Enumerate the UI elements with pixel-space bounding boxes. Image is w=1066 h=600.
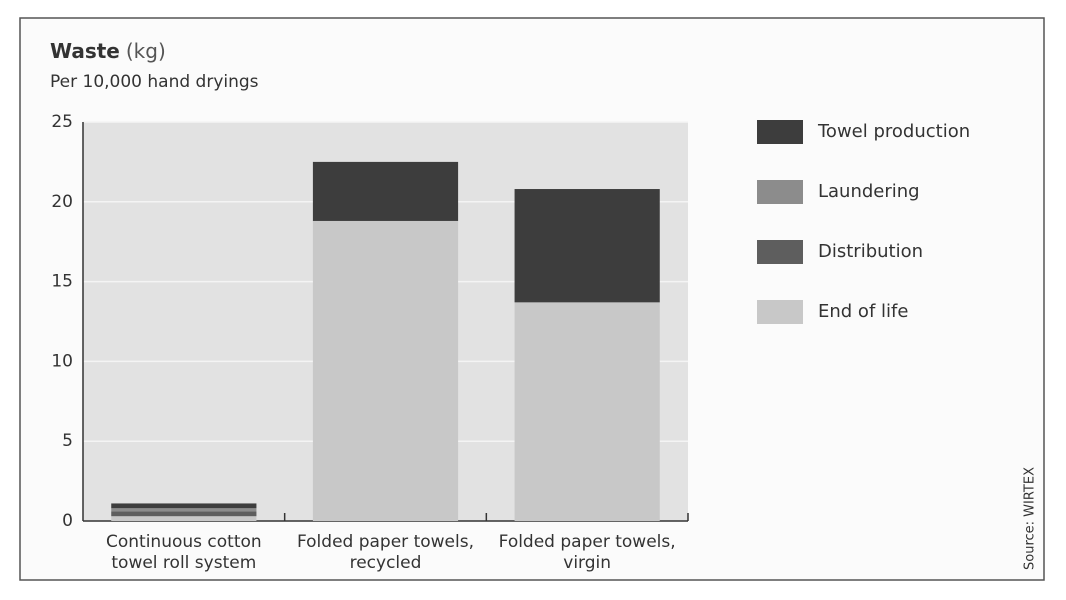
y-tick-label: 5 xyxy=(62,431,73,451)
title-main: Waste xyxy=(50,39,120,63)
bar-segment xyxy=(111,508,257,512)
source: Source: WIRTEX xyxy=(1023,467,1038,570)
legend-swatch xyxy=(757,300,803,324)
y-tick-label: 25 xyxy=(51,112,73,132)
legend-label: Towel production xyxy=(817,121,970,142)
bar-segment xyxy=(111,511,257,517)
chart-title: Waste (kg) xyxy=(50,39,166,63)
y-tick-label: 20 xyxy=(51,192,73,212)
subtitle: Per 10,000 hand dryings xyxy=(50,72,259,92)
y-tick-label: 10 xyxy=(51,351,73,371)
x-tick-label: Folded paper towels, virgin xyxy=(498,532,676,573)
legend-label: Laundering xyxy=(818,181,920,202)
legend-label: End of life xyxy=(818,301,908,322)
bar-segment xyxy=(312,161,459,221)
legend-swatch xyxy=(757,120,803,144)
bar-segment xyxy=(111,516,257,521)
legend-swatch xyxy=(757,240,803,264)
y-tick-label: 15 xyxy=(51,272,73,292)
x-tick-label: Folded paper towels, recycled xyxy=(296,532,474,573)
legend-label: Distribution xyxy=(818,241,923,262)
y-tick-label: 0 xyxy=(62,511,73,531)
bar-segment xyxy=(111,503,257,509)
title-unit: (kg) xyxy=(126,39,166,63)
legend-swatch xyxy=(757,180,803,204)
bar-segment xyxy=(514,302,660,521)
bar-segment xyxy=(514,189,660,303)
x-tick-label: Continuous cotton towel roll system xyxy=(105,532,262,573)
bar-segment xyxy=(312,220,459,521)
